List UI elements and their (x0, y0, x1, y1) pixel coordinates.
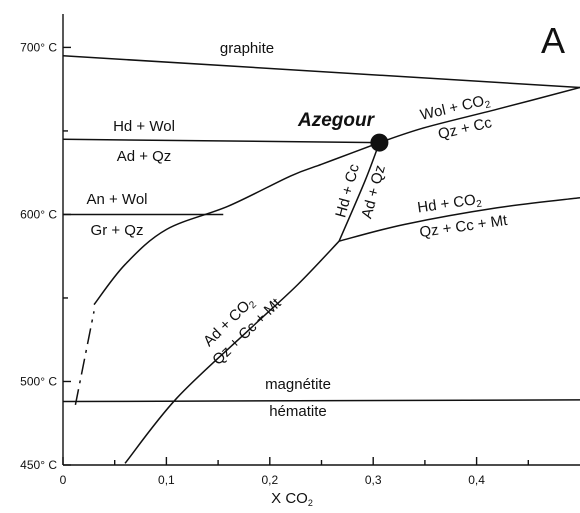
x-tick-label: 0,4 (468, 473, 485, 487)
label-gr-qz: Gr + Qz (91, 222, 144, 239)
label-an-wol: An + Wol (86, 191, 147, 208)
y-tick-label: 500° C (20, 374, 57, 388)
reaction-curve-hd-wol (62, 138, 380, 144)
reaction-curves (62, 55, 580, 464)
label-hd-wol: Hd + Wol (113, 118, 175, 135)
x-tick-label: 0,2 (261, 473, 278, 487)
y-tick-label: 600° C (20, 207, 57, 221)
label-graphite: graphite (220, 40, 274, 57)
reaction-curve-ad-co2 (124, 240, 340, 464)
x-axis-ticks: 0 0,1 0,2 0,3 0,4 (60, 457, 529, 487)
label-azegour: Azegour (297, 110, 376, 131)
reaction-curve-hd-cc (338, 142, 381, 242)
x-tick-label: 0 (60, 473, 67, 487)
azegour-invariant-point (370, 133, 389, 152)
reaction-curve-magnetite-hematite (62, 399, 580, 403)
label-hd-co2: Hd + CO2 (416, 191, 483, 219)
reaction-curve-hd-co2 (338, 196, 580, 242)
label-ad-qz-steep: Ad + Qz (358, 163, 389, 220)
label-hematite: hématite (269, 403, 327, 420)
reaction-curve-wol-co2 (379, 86, 580, 144)
x-tick-label: 0,3 (365, 473, 382, 487)
x-tick-label: 0,1 (158, 473, 175, 487)
label-hd-cc: Hd + Cc (332, 162, 363, 220)
panel-label: A (541, 20, 565, 61)
reaction-curve-ad-qz-wollastonite (93, 141, 380, 306)
label-magnetite: magnétite (265, 376, 331, 393)
y-axis-ticks: 450° C 500° C 600° C 700° C (20, 40, 71, 472)
y-tick-label: 450° C (20, 458, 57, 472)
axes: 0 0,1 0,2 0,3 0,4 450° C 500° C 600° C 700° C X… (20, 14, 580, 508)
dashed-extension-curve (74, 311, 95, 406)
label-ad-qz: Ad + Qz (117, 148, 172, 165)
x-axis-title: X CO2 (271, 490, 313, 508)
y-tick-label: 700° C (20, 40, 57, 54)
reaction-labels: graphite Hd + Wol Ad + Qz An + Wol Gr + … (86, 40, 509, 420)
label-qz-cc-mt: Qz + Cc + Mt (418, 212, 509, 241)
reaction-curve-graphite (62, 55, 580, 89)
